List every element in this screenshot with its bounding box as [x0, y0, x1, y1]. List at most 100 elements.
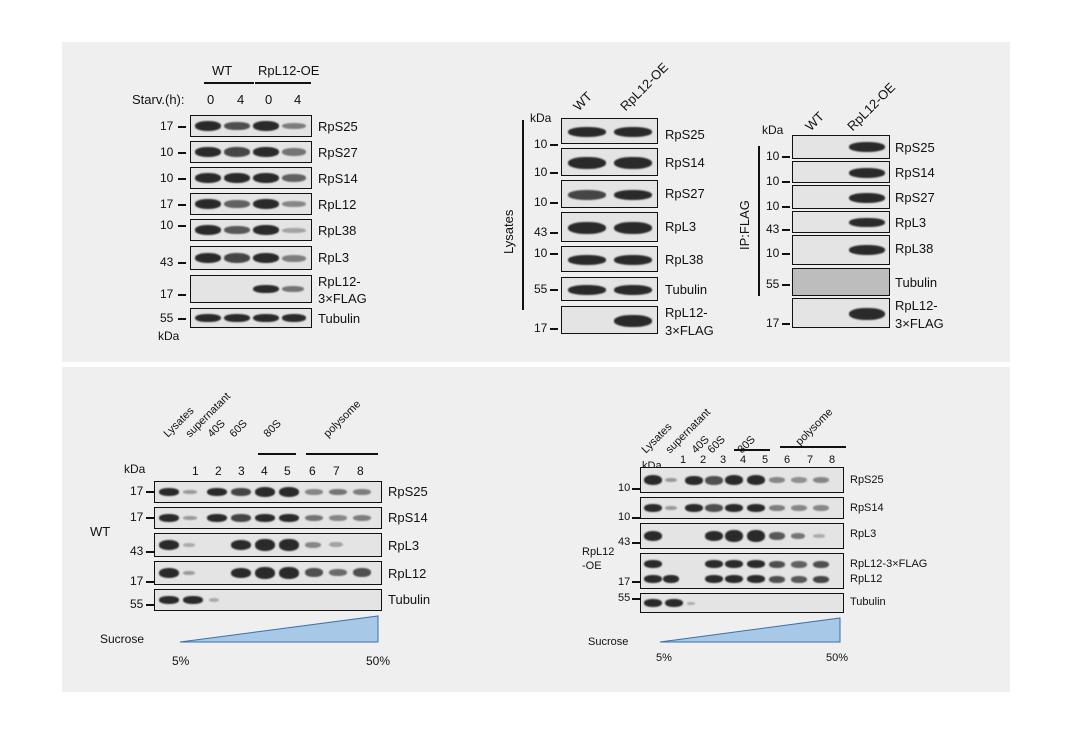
mw-tick	[146, 604, 154, 606]
mw-marker: 55	[130, 597, 144, 611]
lysates-label: Lysates	[501, 209, 516, 254]
mw-marker: 17	[160, 287, 174, 301]
protein-label: RpS27	[895, 190, 935, 205]
group-polysome-line	[306, 453, 378, 455]
blot-strip	[190, 141, 312, 163]
mw-marker: 55	[618, 592, 631, 604]
time-label: 0	[207, 92, 215, 107]
blot-strip	[190, 115, 312, 137]
protein-label: Tubulin	[665, 282, 708, 297]
blot-strip	[561, 277, 658, 301]
blot-strip	[792, 161, 890, 183]
mw-tick	[782, 253, 790, 255]
panel-d: Lysates supernatant 40S 60S 80S polysome…	[462, 367, 1010, 692]
mw-marker: 10	[766, 149, 780, 163]
lane-number: 5	[762, 454, 769, 466]
mw-marker: 10	[160, 218, 174, 232]
mw-tick	[632, 542, 640, 544]
protein-label: RpL12-	[665, 305, 708, 320]
blot-strip	[190, 308, 312, 328]
mw-tick	[782, 323, 790, 325]
kda-label: kDa	[762, 123, 784, 137]
kda-label: kDa	[642, 460, 662, 472]
mw-marker: 17	[130, 510, 144, 524]
protein-label: RpS25	[665, 127, 705, 142]
protein-label: RpS14	[850, 502, 884, 514]
blot-strip	[792, 235, 890, 265]
kda-label: kDa	[530, 111, 552, 125]
lane-number: 5	[284, 464, 291, 478]
mw-marker: 43	[618, 536, 631, 548]
mw-marker: 10	[160, 171, 174, 185]
protein-label: RpS27	[318, 145, 358, 160]
gradient-low-label: 5%	[656, 652, 672, 664]
blot-strip	[190, 246, 312, 270]
mw-marker: 17	[160, 197, 174, 211]
mw-tick	[178, 294, 186, 296]
mw-marker: 10	[618, 482, 631, 494]
gradient-high-label: 50%	[826, 652, 849, 664]
mw-marker: 10	[618, 511, 631, 523]
group-80s-line	[258, 453, 296, 455]
starvation-label: Starv.(h):	[132, 92, 185, 107]
mw-marker: 10	[766, 246, 780, 260]
lane-number: 4	[261, 464, 268, 478]
mw-tick	[178, 204, 186, 206]
protein-label: Tubulin	[895, 275, 938, 290]
protein-label: RpS25	[318, 119, 358, 134]
mw-marker: 43	[534, 225, 548, 239]
mw-marker: 10	[160, 145, 174, 159]
protein-label: Tubulin	[850, 596, 886, 608]
protein-label: RpL12-	[895, 298, 938, 313]
sample-label: -OE	[582, 560, 602, 572]
mw-tick	[782, 206, 790, 208]
protein-label: RpS14	[318, 171, 358, 186]
mw-marker: 43	[766, 222, 780, 236]
blot-strip	[792, 185, 890, 209]
blot-strip	[154, 533, 382, 557]
protein-label: RpS25	[388, 484, 428, 499]
blot-strip	[154, 507, 382, 529]
fraction-header: 60S	[705, 433, 728, 456]
time-label: 4	[237, 92, 245, 107]
blot-strip	[190, 219, 312, 241]
group-80s-label: 80S	[261, 417, 284, 440]
mw-marker: 10	[534, 165, 548, 179]
lane-number: 2	[700, 454, 707, 466]
blot-strip	[640, 523, 844, 549]
protein-label: Tubulin	[318, 311, 361, 326]
protein-label: RpL3	[318, 250, 350, 265]
group-polysome-label: polysome	[793, 406, 836, 448]
mw-tick	[178, 126, 186, 128]
mw-marker: 10	[534, 246, 548, 260]
sample-label: RpL12	[582, 546, 615, 558]
panel-a: WT RpL12-OE Starv.(h): 0 4 0 4 17 RpS25 …	[62, 42, 462, 362]
mw-tick	[782, 229, 790, 231]
mw-tick	[632, 488, 640, 490]
lane-number: 7	[333, 464, 340, 478]
blot-strip	[561, 118, 658, 144]
protein-label: RpL12	[388, 566, 427, 581]
sucrose-gradient	[179, 615, 379, 643]
protein-label: RpL3	[665, 219, 697, 234]
blot-strip	[154, 561, 382, 585]
mw-tick	[178, 152, 186, 154]
protein-label: RpL3	[850, 528, 877, 540]
mw-marker: 55	[160, 311, 174, 325]
blot-strip	[190, 275, 312, 303]
blot-strip	[792, 298, 890, 328]
mw-marker: 17	[618, 576, 631, 588]
mw-marker: 55	[766, 277, 780, 291]
fraction-header: 60S	[227, 417, 250, 440]
group-80s-label: 80S	[735, 433, 758, 456]
mw-marker: 10	[534, 137, 548, 151]
mw-tick	[146, 581, 154, 583]
protein-label: RpL12	[850, 573, 883, 585]
lane-number: 3	[720, 454, 727, 466]
mw-tick	[550, 202, 558, 204]
blot-strip	[640, 467, 844, 493]
group-underline-oe	[255, 82, 311, 84]
lane-number: 8	[357, 464, 364, 478]
protein-label: RpS14	[388, 510, 428, 525]
lysates-bracket	[522, 120, 524, 310]
